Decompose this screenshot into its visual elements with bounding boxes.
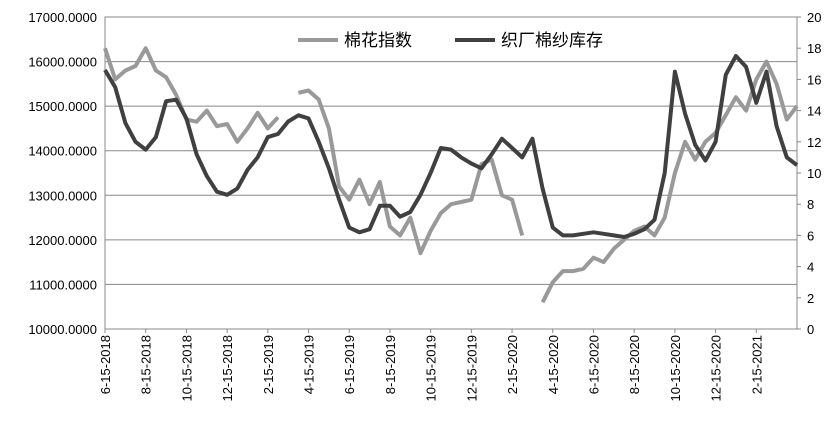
y2-tick-label: 2	[807, 291, 814, 306]
y-tick-label: 11000.0000	[29, 277, 97, 292]
x-tick-label: 8-15-2018	[139, 335, 154, 394]
y-tick-label: 13000.0000	[28, 188, 97, 203]
y2-tick-label: 14	[807, 104, 821, 119]
y-tick-label: 14000.0000	[28, 144, 97, 159]
y2-tick-label: 16	[807, 72, 821, 87]
y2-tick-label: 18	[807, 41, 821, 56]
x-tick-label: 4-15-2019	[302, 335, 317, 394]
x-tick-label: 2-15-2019	[261, 335, 276, 394]
y2-tick-label: 0	[807, 322, 814, 337]
y2-tick-label: 4	[807, 260, 814, 275]
x-tick-label: 4-15-2020	[546, 335, 561, 394]
y2-tick-label: 6	[807, 228, 814, 243]
x-tick-label: 10-15-2018	[179, 335, 194, 402]
y2-tick-label: 10	[807, 166, 821, 181]
plot-frame	[104, 16, 798, 330]
y-tick-label: 16000.0000	[28, 55, 97, 70]
x-tick-label: 2-15-2020	[505, 335, 520, 394]
series-line	[103, 46, 799, 304]
legend-label: 织厂棉纱库存	[501, 31, 603, 51]
x-tick-label: 12-15-2019	[464, 335, 479, 402]
x-tick-label: 8-15-2020	[627, 335, 642, 394]
x-tick-label: 10-15-2020	[668, 335, 683, 402]
y-tick-label: 17000.0000	[28, 10, 97, 25]
x-tick-label: 10-15-2019	[424, 335, 439, 402]
series-line	[103, 54, 799, 239]
x-tick-label: 2-15-2021	[749, 335, 764, 394]
y2-tick-label: 8	[807, 197, 814, 212]
legend-label: 棉花指数	[344, 31, 412, 51]
y-tick-label: 15000.0000	[28, 99, 97, 114]
x-tick-label: 12-15-2020	[709, 335, 724, 402]
y-tick-label: 12000.0000	[28, 233, 97, 248]
y-tick-label: 10000.0000	[28, 322, 97, 337]
x-tick-label: 8-15-2019	[383, 335, 398, 394]
x-tick-label: 6-15-2018	[98, 335, 113, 394]
y2-tick-label: 20	[807, 10, 821, 25]
y2-tick-label: 12	[807, 135, 821, 150]
x-tick-label: 6-15-2020	[586, 335, 601, 394]
x-tick-label: 6-15-2019	[342, 335, 357, 394]
x-tick-label: 12-15-2018	[220, 335, 235, 402]
